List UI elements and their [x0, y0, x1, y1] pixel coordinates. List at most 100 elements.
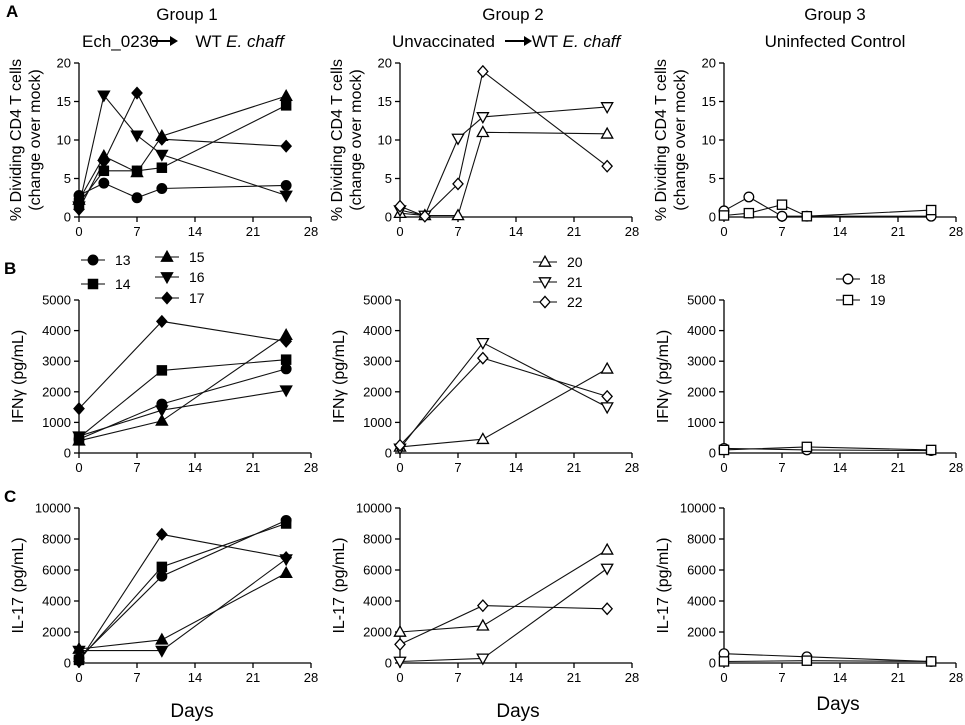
data-point-16 — [72, 645, 86, 658]
y-tick-label: 1000 — [42, 415, 71, 430]
y-tick-label: 2000 — [42, 384, 71, 399]
data-point-21 — [476, 337, 490, 350]
y-tick-label: 0 — [385, 210, 392, 225]
data-point-21 — [600, 402, 614, 415]
y-tick-label: 5000 — [687, 293, 716, 308]
data-point-15 — [130, 165, 144, 178]
series-line-15 — [78, 572, 287, 650]
chart-a-group-1: 0 5 10 15 20 0 7 14 21 28 % Dividing CD4 T cells (c… — [8, 56, 318, 240]
y-tick-label: 0 — [709, 210, 716, 225]
data-point-17 — [73, 402, 85, 416]
data-point-18 — [776, 210, 788, 222]
y-tick-label: 2000 — [687, 625, 716, 640]
data-point-17 — [280, 139, 293, 153]
series-line-13 — [78, 368, 287, 440]
x-tick-label: 7 — [133, 460, 140, 475]
x-tick-label: 21 — [891, 224, 905, 239]
x-tick-label: 21 — [567, 460, 581, 475]
x-tick-label: 14 — [833, 670, 847, 685]
data-point-22 — [418, 209, 431, 223]
x-tick-label: 0 — [720, 460, 727, 475]
data-point-22 — [601, 159, 614, 173]
data-point-19 — [801, 210, 813, 222]
y-tick-label: 10 — [702, 133, 716, 148]
data-point-17 — [73, 202, 85, 216]
data-point-14 — [280, 100, 292, 111]
y-tick-label: 10 — [378, 133, 392, 148]
group-1-title: Group 1 — [156, 5, 217, 24]
y-axis-label-b-group-3: IFNγ (pg/mL) — [655, 330, 672, 423]
x-tick-label: 14 — [833, 460, 847, 475]
y-tick-label: 3000 — [363, 354, 392, 369]
x-tick-label: 28 — [625, 460, 639, 475]
data-point-16 — [155, 149, 169, 162]
x-tick-label: 0 — [720, 224, 727, 239]
y-tick-label: 4000 — [687, 323, 716, 338]
x-tick-label: 0 — [75, 670, 82, 685]
series-line-19 — [723, 204, 932, 217]
x-tick-label: 7 — [778, 460, 785, 475]
series-line-22 — [399, 357, 608, 446]
x-tick-label: 28 — [949, 460, 963, 475]
data-point-22 — [476, 599, 489, 613]
y-tick-label: 15 — [378, 94, 392, 109]
x-tick-label: 28 — [625, 670, 639, 685]
series-line-21 — [399, 342, 608, 449]
x-tick-label: 28 — [949, 224, 963, 239]
series-line-19 — [723, 660, 932, 663]
y-tick-label: 15 — [702, 94, 716, 109]
y-axis-label-a-group-2: % Dividing CD4 T cells — [329, 59, 346, 221]
x-tick-label: 0 — [75, 460, 82, 475]
series-line-22 — [399, 605, 608, 645]
data-point-22 — [476, 64, 489, 79]
y-tick-label: 20 — [378, 56, 392, 71]
chart-a-group-2: 0 5 10 15 20 0 7 14 21 28 % Dividing CD4 T cells (c… — [329, 56, 639, 240]
data-point-15 — [155, 632, 169, 645]
y-tick-label: 2000 — [363, 384, 392, 399]
data-point-14 — [156, 561, 168, 573]
x-tick-label: 28 — [304, 460, 318, 475]
x-axis-label-group-1: Days — [170, 701, 213, 722]
data-point-21 — [451, 133, 465, 146]
data-point-14 — [280, 518, 292, 529]
x-tick-label: 7 — [133, 670, 140, 685]
x-tick-label: 7 — [778, 670, 785, 685]
y-tick-label: 2000 — [687, 384, 716, 399]
group-2-subtitle: Unvaccinated WT E. chaff — [392, 32, 623, 51]
data-point-13 — [98, 177, 110, 189]
chart-b-group-1: 0 1000 2000 3000 4000 5000 0 7 14 21 28 IFNγ (pg/mL… — [10, 293, 318, 476]
data-point-16 — [97, 90, 111, 103]
panel-label-c: C — [4, 487, 16, 506]
data-point-22 — [601, 389, 614, 403]
group-2-subtitle-pre: Unvaccinated — [392, 32, 495, 51]
chart-b-group-2: 0 1000 2000 3000 4000 5000 0 7 14 21 28 IFNγ (pg/mL… — [331, 293, 639, 476]
y-tick-label: 20 — [702, 56, 716, 71]
y-tick-label: 6000 — [687, 563, 716, 578]
group-3-subtitle: Uninfected Control — [765, 32, 906, 51]
group-2-arrow-icon — [505, 36, 532, 46]
data-point-20 — [476, 618, 490, 631]
series-line-21 — [399, 106, 608, 217]
legend-marker-16 — [160, 272, 174, 285]
x-tick-label: 14 — [833, 224, 847, 239]
x-tick-label: 21 — [891, 670, 905, 685]
data-point-20 — [600, 361, 614, 374]
y-tick-label: 10000 — [356, 501, 392, 516]
y-tick-label: 2000 — [42, 625, 71, 640]
chart-a-group-3: 0 5 10 15 20 0 7 14 21 28 % Dividing CD4 T cells (c… — [653, 56, 963, 240]
group-2-title: Group 2 — [482, 5, 543, 24]
y-tick-label: 3000 — [42, 354, 71, 369]
data-point-14 — [156, 365, 168, 376]
y-tick-label: 5000 — [42, 293, 71, 308]
legend-marker-13 — [87, 254, 99, 266]
group-2-subtitle-em: E. chaff — [563, 32, 623, 51]
series-line-15 — [78, 334, 287, 442]
legend-marker-19 — [842, 294, 854, 306]
data-point-15 — [279, 565, 293, 578]
x-tick-label: 0 — [720, 670, 727, 685]
y-tick-label: 10 — [57, 133, 71, 148]
legend-marker-17 — [161, 291, 173, 305]
x-tick-label: 14 — [188, 460, 202, 475]
x-tick-label: 0 — [396, 224, 403, 239]
